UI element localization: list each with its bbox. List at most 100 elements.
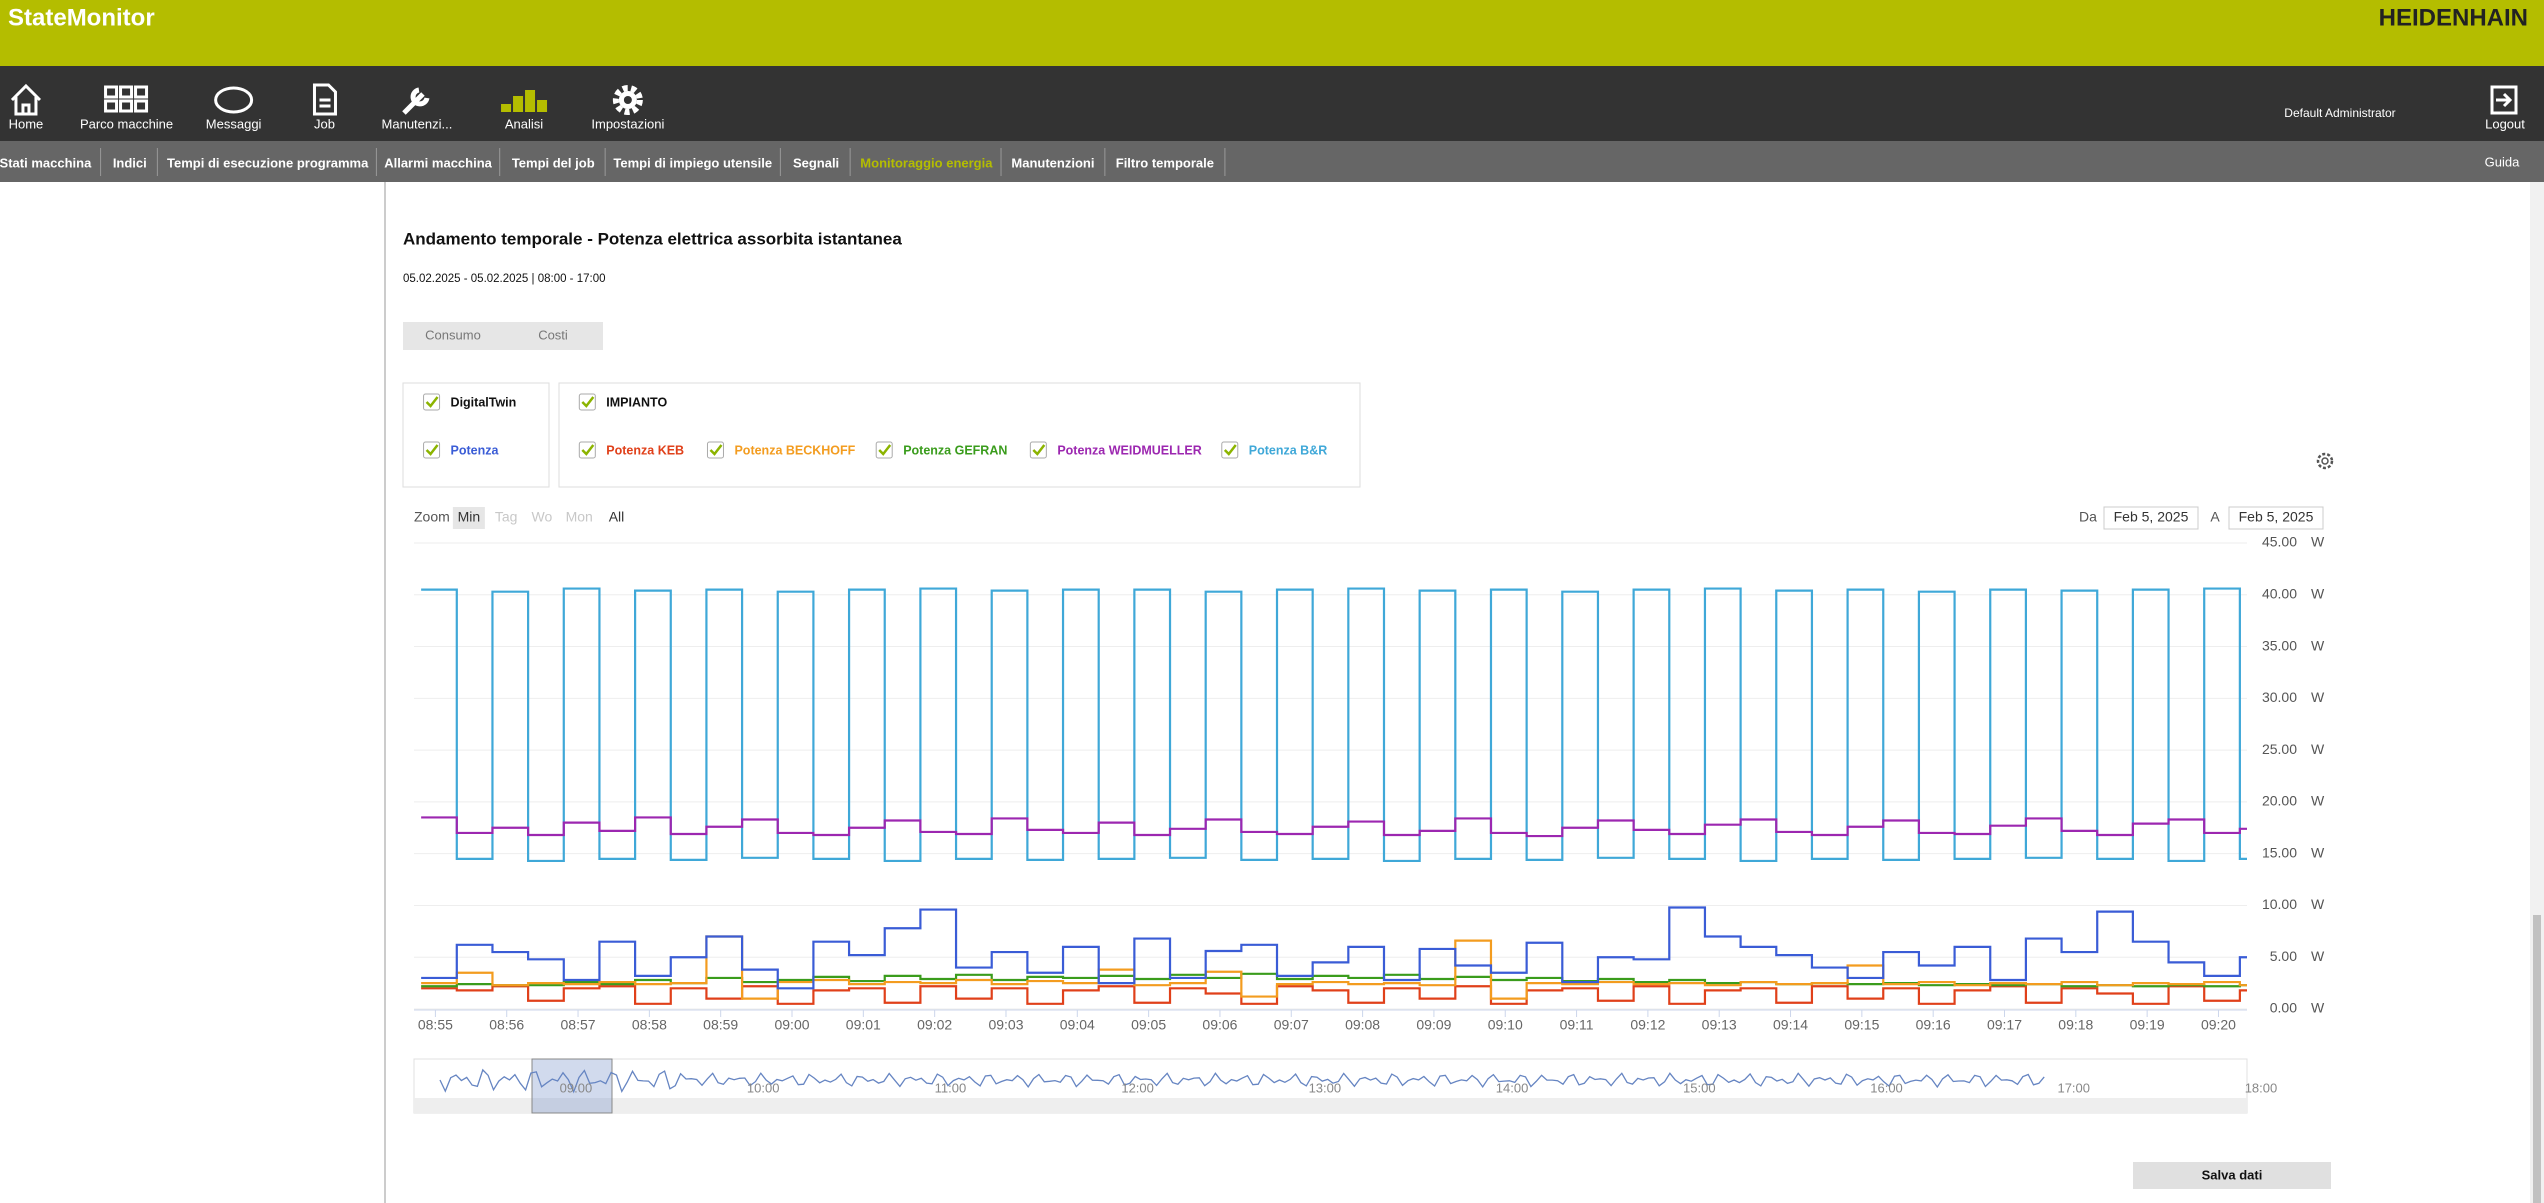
x-tick-label: 09:20 <box>2201 1017 2236 1033</box>
y-tick-label: 5.00 <box>2270 948 2297 964</box>
checkbox-check[interactable] <box>425 396 439 408</box>
zoom-button[interactable]: Wo <box>532 509 553 525</box>
legend-group[interactable]: IMPIANTO <box>606 395 667 409</box>
navigator-scrollbar[interactable] <box>414 1098 2247 1113</box>
zoom-button-bg[interactable] <box>452 507 485 529</box>
checkbox[interactable] <box>423 393 441 411</box>
x-tick-label: 09:09 <box>1416 1017 1451 1033</box>
x-tick-label: 09:13 <box>1702 1017 1737 1033</box>
navigator-label: 17:00 <box>2057 1080 2090 1095</box>
checkbox-check[interactable] <box>1223 444 1237 456</box>
x-tick-label: 08:57 <box>561 1017 596 1033</box>
x-tick-label: 09:15 <box>1844 1017 1879 1033</box>
nav-icon[interactable] <box>513 96 524 112</box>
x-tick-label: 09:03 <box>988 1017 1023 1033</box>
subnav-item[interactable]: Monitoraggio energia <box>860 155 993 170</box>
subnav-item[interactable]: Filtro temporale <box>1116 155 1214 170</box>
legend-item[interactable]: Potenza KEB <box>606 443 684 457</box>
scrollbar-thumb[interactable] <box>2533 915 2541 1203</box>
toggle-button[interactable]: Consumo <box>425 327 481 342</box>
y-unit: W <box>2311 896 2325 912</box>
nav-item[interactable]: Messaggi <box>206 116 262 131</box>
nav-item[interactable]: Analisi <box>505 116 543 131</box>
x-tick-label: 09:11 <box>1560 1017 1594 1033</box>
nav-icon[interactable] <box>612 85 643 115</box>
series-line <box>421 816 2247 838</box>
checkbox[interactable] <box>1221 441 1239 459</box>
save-button-bg[interactable] <box>2133 1162 2331 1189</box>
nav-icon[interactable] <box>525 90 536 112</box>
logout-icon[interactable] <box>2490 85 2518 115</box>
subnav-item[interactable]: Tempi del job <box>512 155 595 170</box>
legend-group[interactable]: DigitalTwin <box>451 395 517 409</box>
toggle-button[interactable]: Costi <box>538 327 568 342</box>
navigator-selection[interactable] <box>531 1058 613 1114</box>
checkbox-check[interactable] <box>878 444 892 456</box>
zoom-button[interactable]: Tag <box>495 509 518 525</box>
nav-icon[interactable] <box>104 99 119 113</box>
date-input[interactable] <box>2228 506 2324 530</box>
x-tick-label: 09:16 <box>1916 1017 1951 1033</box>
x-tick-label: 08:59 <box>703 1017 738 1033</box>
save-button[interactable]: Salva dati <box>2202 1167 2263 1182</box>
date-input[interactable] <box>2103 506 2199 530</box>
nav-icon[interactable] <box>10 83 42 116</box>
legend-item[interactable]: Potenza BECKHOFF <box>734 443 855 457</box>
subnav-item[interactable]: Manutenzioni <box>1011 155 1094 170</box>
nav-icon[interactable] <box>214 86 254 114</box>
nav-icon[interactable] <box>104 85 119 99</box>
nav-item[interactable]: Parco macchine <box>80 116 173 131</box>
settings-icon[interactable] <box>2316 452 2334 470</box>
brand: HEIDENHAIN <box>2379 4 2528 31</box>
checkbox[interactable] <box>578 441 596 459</box>
zoom-button[interactable]: Mon <box>566 509 593 525</box>
nav-item[interactable]: Manutenzi... <box>382 116 453 131</box>
nav-icon[interactable] <box>312 83 337 116</box>
checkbox[interactable] <box>1029 441 1047 459</box>
nav-icon[interactable] <box>134 99 149 113</box>
subnav-item[interactable]: Segnali <box>793 155 839 170</box>
checkbox[interactable] <box>706 441 724 459</box>
toggle-group <box>403 322 603 350</box>
checkbox-check[interactable] <box>425 444 439 456</box>
x-tick-label: 09:00 <box>774 1017 809 1033</box>
nav-icon[interactable] <box>623 96 632 104</box>
navigator-label: 14:00 <box>1496 1080 1529 1095</box>
subnav-item[interactable]: Tempi di impiego utensile <box>613 155 772 170</box>
legend-item[interactable]: Potenza GEFRAN <box>903 443 1007 457</box>
nav-icon[interactable] <box>501 104 512 112</box>
app-name[interactable]: StateMonitor <box>8 4 155 31</box>
user-name[interactable]: Default Administrator <box>2284 106 2395 120</box>
zoom-button[interactable]: All <box>609 509 625 525</box>
legend-item[interactable]: Potenza <box>451 443 500 457</box>
help[interactable]: Guida <box>2485 154 2520 169</box>
nav-item[interactable]: Impostazioni <box>591 116 664 131</box>
checkbox-check[interactable] <box>709 444 723 456</box>
zoom-button[interactable]: Min <box>458 509 481 525</box>
nav-icon[interactable] <box>119 99 134 113</box>
date-to[interactable]: Feb 5, 2025 <box>2239 509 2314 525</box>
checkbox-check[interactable] <box>581 396 595 408</box>
nav-icon[interactable] <box>119 85 134 99</box>
checkbox-check[interactable] <box>581 444 595 456</box>
date-from[interactable]: Feb 5, 2025 <box>2114 509 2189 525</box>
subnav-item[interactable]: Indici <box>113 155 147 170</box>
subnav-item[interactable]: Allarmi macchina <box>384 155 492 170</box>
nav-icon[interactable] <box>402 87 430 115</box>
checkbox[interactable] <box>578 393 596 411</box>
checkbox-check[interactable] <box>1032 444 1046 456</box>
legend-item[interactable]: Potenza B&R <box>1249 443 1327 457</box>
nav-icon[interactable] <box>537 100 548 112</box>
x-tick-label: 09:06 <box>1202 1017 1237 1033</box>
logout[interactable]: Logout <box>2485 116 2525 131</box>
nav-icon[interactable] <box>134 85 149 99</box>
nav-item[interactable]: Home <box>9 116 44 131</box>
checkbox[interactable] <box>875 441 893 459</box>
subnav-item[interactable]: Stati macchina <box>0 155 92 170</box>
y-unit: W <box>2311 637 2325 653</box>
subnav-item[interactable]: Tempi di esecuzione programma <box>167 155 369 170</box>
legend-item[interactable]: Potenza WEIDMUELLER <box>1057 443 1201 457</box>
checkbox[interactable] <box>423 441 441 459</box>
nav-item[interactable]: Job <box>314 116 335 131</box>
